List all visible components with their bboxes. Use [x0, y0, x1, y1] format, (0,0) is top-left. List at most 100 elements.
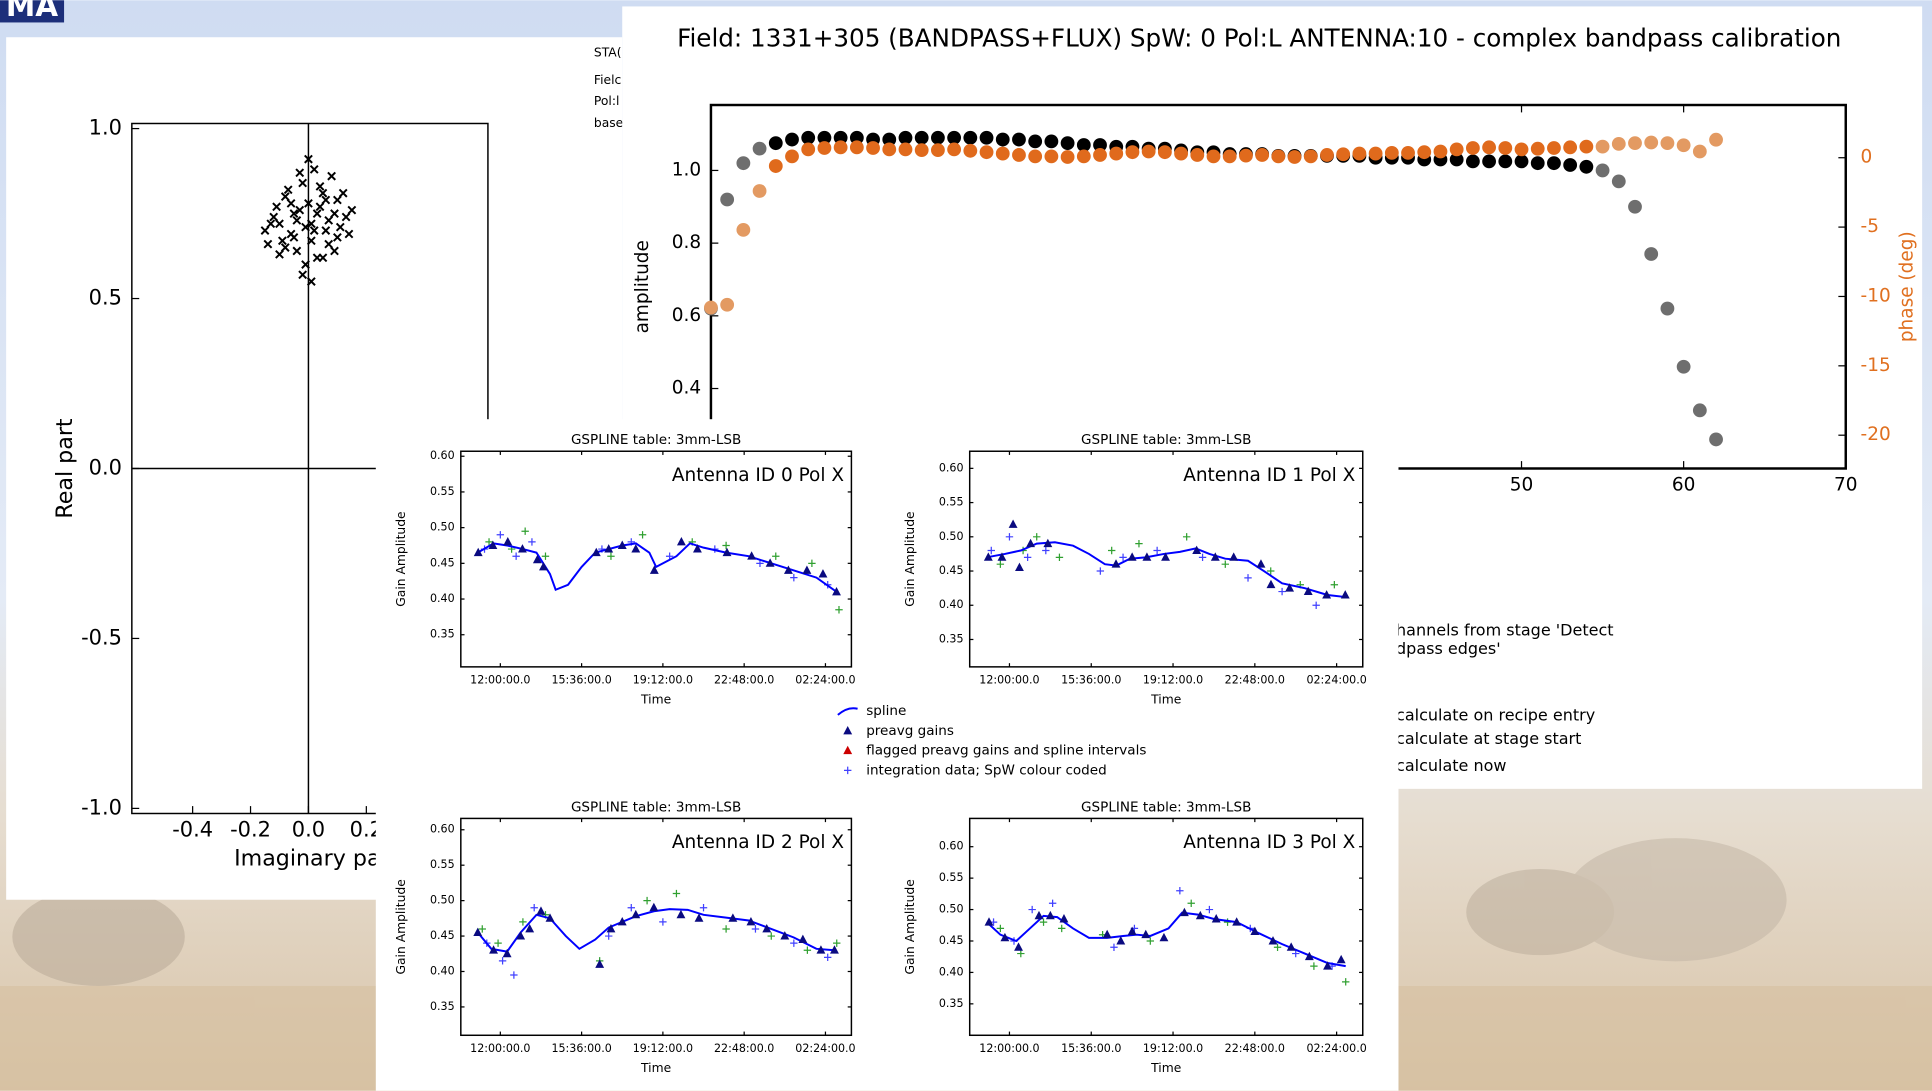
legend-label: flagged preavg gains and spline interval… [866, 743, 1146, 759]
data-point [676, 909, 686, 919]
data-point [979, 145, 994, 160]
data-point [1563, 140, 1578, 155]
data-point [1255, 148, 1270, 162]
data-point [1644, 247, 1659, 261]
data-point [1465, 141, 1480, 155]
data-point [752, 184, 767, 198]
chart-title: GSPLINE table: 3mm-LSB [571, 432, 741, 448]
data-point [1093, 138, 1107, 152]
data-point [1271, 149, 1286, 164]
y-tick-label: -0.5 [81, 625, 122, 649]
x-tick-label: 22:48:00.0 [1225, 1042, 1285, 1055]
data-point [765, 558, 775, 567]
data-point [1048, 899, 1057, 907]
data-point [1595, 139, 1610, 154]
data-point [1076, 138, 1091, 152]
x-tick-label: 19:12:00.0 [633, 1042, 693, 1055]
x-axis-label: Imaginary par [234, 846, 390, 872]
data-point [1135, 539, 1143, 548]
y-tick-label: 0.35 [939, 632, 964, 645]
data-point [1611, 136, 1626, 151]
data-point [1127, 926, 1137, 936]
x-tick-label: 12:00:00.0 [979, 1042, 1039, 1055]
x-tick-label: 12:00:00.0 [470, 1042, 530, 1055]
y-tick-label: 0.55 [939, 871, 964, 884]
data-point [315, 202, 325, 212]
data-point [335, 222, 345, 232]
text-fragment: calculate on recipe entry [1396, 706, 1595, 725]
y-tick-label: 0.40 [430, 592, 455, 605]
data-point [722, 541, 730, 550]
panel [375, 419, 1399, 1091]
data-point [1660, 301, 1675, 316]
data-point [1093, 148, 1107, 162]
y2-tick-label: -10 [1861, 285, 1891, 306]
data-point [659, 918, 667, 926]
data-point [541, 552, 550, 560]
annotation: Antenna ID 1 Pol X [1183, 465, 1355, 486]
data-point [1060, 136, 1075, 151]
data-point [1026, 538, 1036, 548]
x-tick-label: 15:36:00.0 [1061, 673, 1121, 686]
x-tick-label: 02:24:00.0 [795, 1042, 855, 1055]
data-point [1028, 149, 1043, 164]
data-point [1206, 149, 1221, 164]
data-point [312, 209, 322, 218]
y-tick-label: 0.55 [939, 496, 964, 509]
data-point [1205, 905, 1214, 914]
text-fragment: hannels from stage 'Detect [1396, 621, 1614, 640]
data-point [330, 209, 339, 218]
annotation: Antenna ID 0 Pol X [672, 465, 844, 486]
data-point [605, 932, 613, 940]
data-point [1336, 147, 1351, 162]
y2-tick-label: 0 [1861, 147, 1873, 168]
data-point [996, 560, 1005, 568]
data-point [1161, 552, 1170, 561]
y2-tick-label: -5 [1861, 216, 1879, 237]
data-point [1287, 150, 1302, 164]
data-point [1014, 942, 1023, 951]
data-point [309, 226, 319, 235]
data-point [341, 212, 351, 222]
data-point [1058, 924, 1066, 933]
x-tick-label: -0.2 [230, 818, 271, 842]
data-point [803, 946, 812, 954]
data-point [1709, 132, 1723, 147]
data-point [321, 195, 331, 205]
data-point [1676, 359, 1691, 374]
data-point [502, 948, 512, 958]
data-point [979, 130, 994, 145]
data-point [1563, 158, 1578, 172]
data-point [672, 889, 681, 898]
data-point [298, 178, 308, 188]
data-point [1187, 899, 1195, 907]
data-point [1157, 145, 1172, 160]
data-point [1176, 887, 1184, 895]
y-tick-label: 0.4 [672, 378, 701, 399]
data-point [1044, 134, 1059, 149]
data-point [947, 130, 962, 145]
data-point [1692, 403, 1707, 418]
data-point [1159, 932, 1169, 942]
data-point [1273, 943, 1282, 951]
data-point [545, 913, 555, 922]
data-point [1401, 145, 1415, 160]
data-point [272, 202, 281, 212]
y-tick-label: 0.40 [939, 598, 964, 611]
antenna-dish [1466, 868, 1615, 956]
y-tick-label: 0.35 [939, 997, 964, 1010]
data-point [1153, 546, 1161, 555]
data-point [332, 195, 342, 205]
data-point [818, 569, 828, 578]
data-point [1340, 590, 1350, 599]
y-tick-label: 0.50 [939, 903, 964, 916]
data-point [882, 142, 897, 157]
data-point [488, 540, 498, 549]
data-point [536, 906, 546, 915]
data-point [1190, 148, 1205, 162]
data-point [1465, 154, 1480, 169]
y-tick-label: 0.60 [430, 823, 455, 836]
data-point [849, 130, 864, 145]
data-point [280, 192, 290, 201]
